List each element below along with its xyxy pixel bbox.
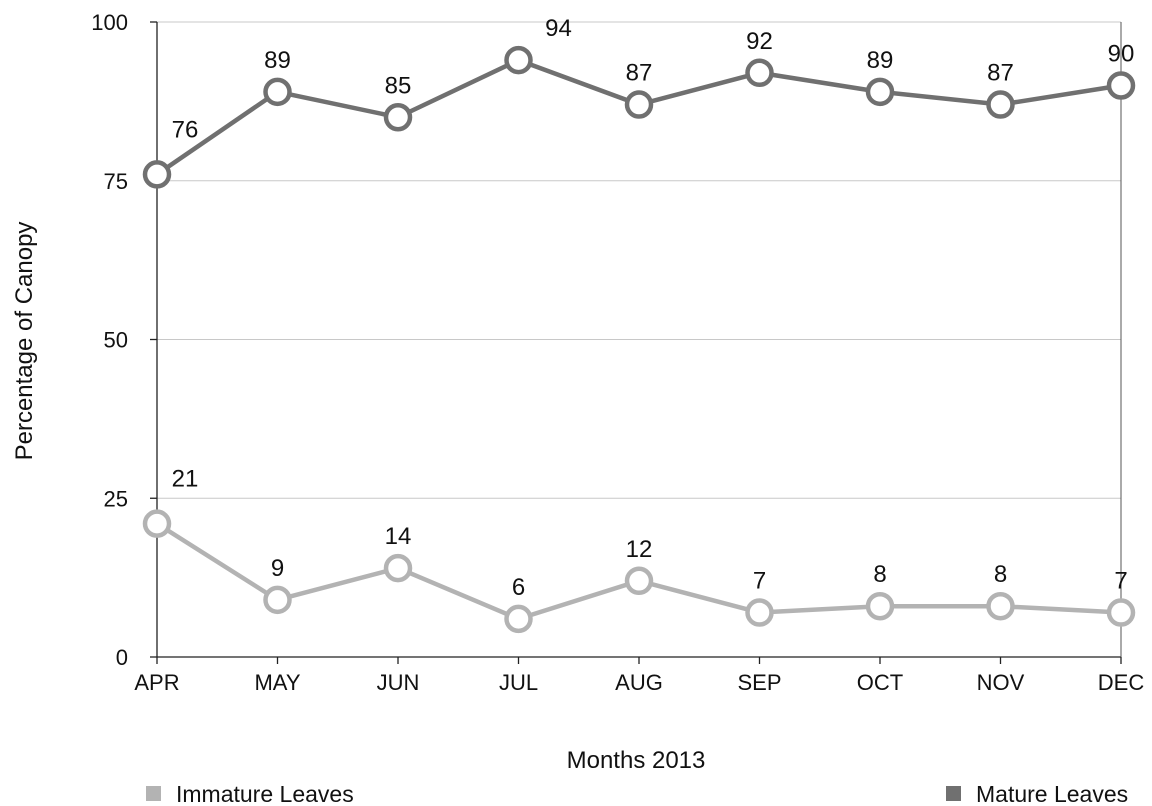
data-label-mature-leaves-apr: 76: [172, 116, 199, 143]
x-tick-label-oct: OCT: [857, 670, 903, 695]
data-label-immature-leaves-aug: 12: [626, 536, 653, 563]
data-point-immature-leaves-nov: [986, 591, 1015, 621]
tick-labels: 0 25 50 75 100 APR MAY JUN JUL AUG SEP OCT NOV DEC: [91, 10, 1144, 695]
data-label-mature-leaves-jul: 94: [545, 15, 572, 42]
y-tick-label-50: 50: [104, 328, 128, 353]
x-tick-label-dec: DEC: [1098, 670, 1145, 695]
data-point-immature-leaves-aug: [624, 566, 654, 596]
data-point-mature-leaves-apr: [142, 160, 172, 189]
legend-item-mature: Mature Leaves: [946, 781, 1128, 806]
x-tick-label-sep: SEP: [737, 670, 781, 695]
data-label-immature-leaves-oct: 8: [873, 561, 886, 588]
y-tick-label-100: 100: [91, 10, 128, 35]
legend-label-mature: Mature Leaves: [976, 781, 1128, 806]
data-point-mature-leaves-sep: [745, 58, 774, 88]
data-label-immature-leaves-may: 9: [271, 555, 284, 582]
x-tick-label-may: MAY: [254, 670, 300, 695]
data-point-mature-leaves-aug: [624, 90, 654, 119]
data-point-immature-leaves-sep: [745, 598, 774, 627]
x-axis-title: Months 2013: [567, 747, 706, 774]
data-label-immature-leaves-jul: 6: [512, 574, 525, 601]
legend-item-immature: Immature Leaves: [146, 781, 354, 806]
series: [142, 45, 1136, 634]
data-point-mature-leaves-dec: [1106, 71, 1136, 100]
data-point-mature-leaves-nov: [986, 90, 1015, 119]
data-label-mature-leaves-oct: 89: [867, 47, 894, 74]
data-label-mature-leaves-nov: 87: [987, 60, 1014, 87]
legend: Immature Leaves Mature Leaves: [146, 781, 1128, 806]
data-label-immature-leaves-sep: 7: [753, 568, 766, 595]
data-label-immature-leaves-jun: 14: [385, 523, 412, 550]
data-label-mature-leaves-dec: 90: [1108, 41, 1135, 68]
data-label-mature-leaves-jun: 85: [385, 72, 412, 99]
data-point-mature-leaves-oct: [865, 77, 895, 107]
legend-swatch-immature: [146, 786, 161, 801]
data-point-immature-leaves-may: [263, 585, 292, 615]
x-tick-label-apr: APR: [134, 670, 179, 695]
legend-label-immature: Immature Leaves: [176, 781, 354, 806]
y-axis-title: Percentage of Canopy: [11, 222, 38, 461]
x-tick-label-aug: AUG: [615, 670, 663, 695]
y-tick-label-0: 0: [116, 645, 128, 670]
y-tick-label-25: 25: [104, 486, 128, 511]
data-label-mature-leaves-may: 89: [264, 47, 291, 74]
x-tick-label-jul: JUL: [499, 670, 538, 695]
data-point-immature-leaves-oct: [865, 591, 895, 621]
data-label-immature-leaves-nov: 8: [994, 561, 1007, 588]
axes: [150, 21, 1122, 664]
data-label-mature-leaves-aug: 87: [626, 60, 653, 87]
data-point-mature-leaves-jun: [383, 103, 413, 132]
y-tick-label-75: 75: [104, 169, 128, 194]
data-point-mature-leaves-may: [263, 77, 292, 107]
data-point-immature-leaves-dec: [1106, 598, 1136, 627]
data-label-immature-leaves-dec: 7: [1114, 568, 1127, 595]
legend-swatch-mature: [946, 786, 961, 801]
x-tick-label-jun: JUN: [377, 670, 420, 695]
grid-lines: [157, 21, 1121, 499]
data-point-immature-leaves-apr: [142, 509, 172, 538]
data-point-mature-leaves-jul: [504, 45, 533, 75]
data-point-immature-leaves-jun: [383, 553, 413, 583]
data-point-immature-leaves-jul: [504, 604, 533, 634]
x-tick-label-nov: NOV: [977, 670, 1025, 695]
data-label-mature-leaves-sep: 92: [746, 28, 773, 55]
data-label-immature-leaves-apr: 21: [172, 466, 199, 493]
